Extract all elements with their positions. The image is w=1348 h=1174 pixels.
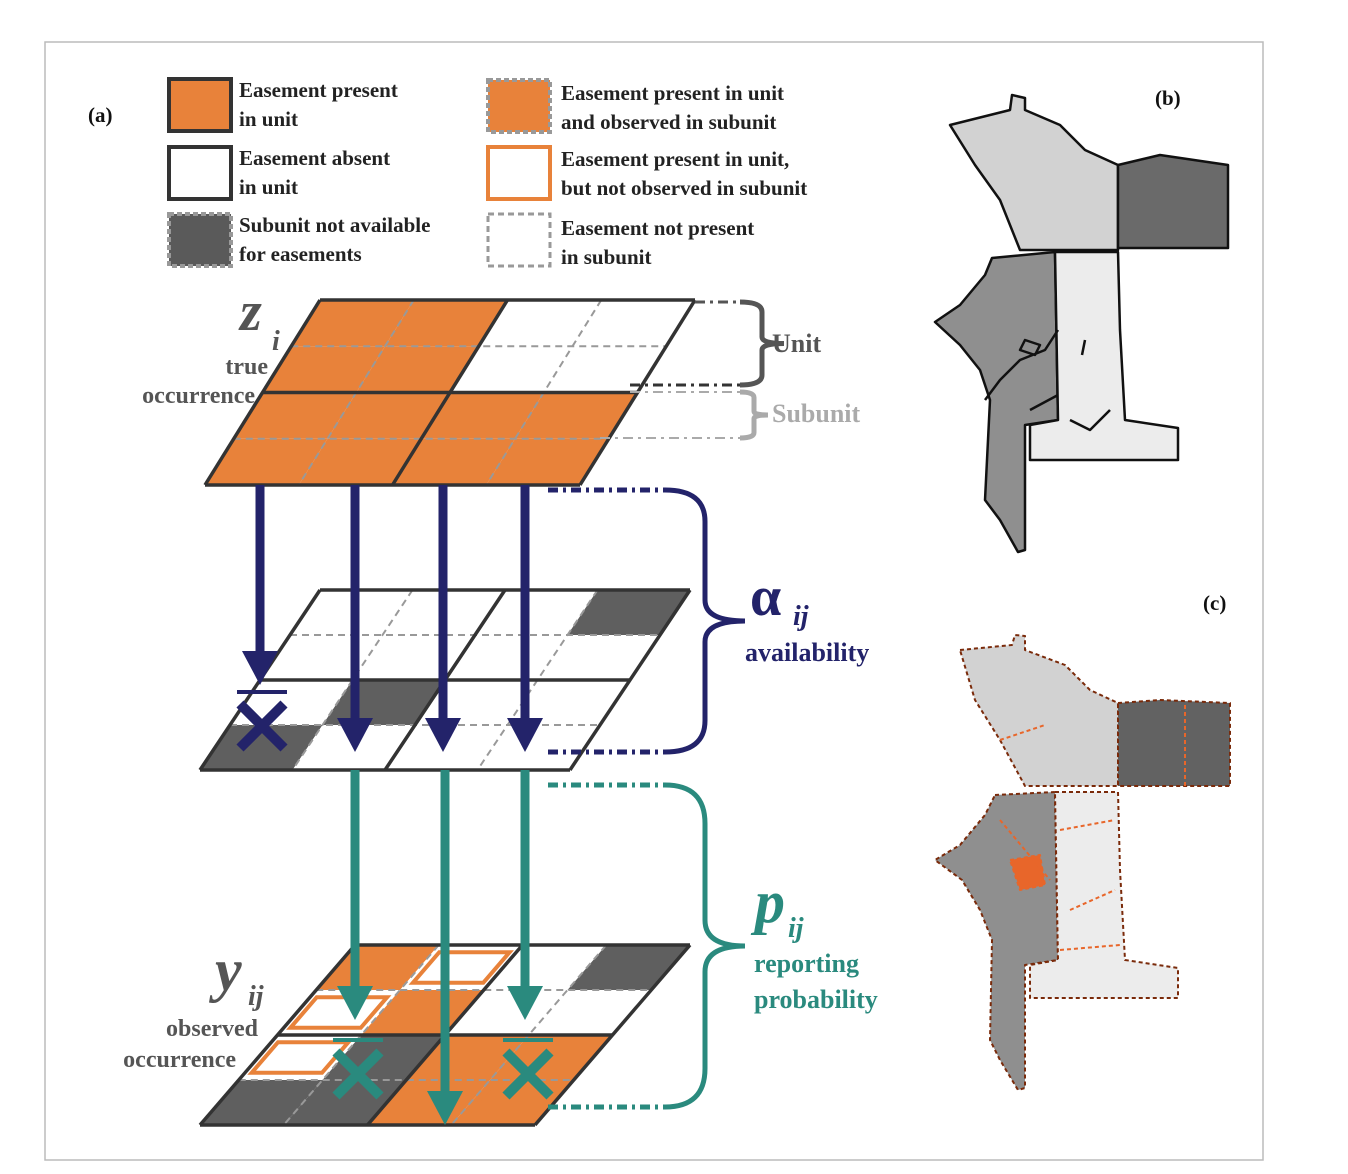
arrow-head [337,718,373,752]
map-c [934,634,1231,1091]
legend-text: for easements [239,242,362,266]
subscript: ij [788,913,804,944]
cell [200,725,323,770]
caption: reporting [754,949,859,978]
cross [236,700,288,752]
panel-label: (a) [88,103,113,127]
symbol: y [209,937,242,1003]
subunit-line [282,944,440,1126]
layers [198,298,785,1127]
brace [664,782,746,1110]
cell [205,438,328,485]
cell-outline [408,950,514,985]
legend: Easement present in unit Easement absent… [167,77,807,269]
cell [291,300,414,347]
arrow-head [507,986,543,1020]
caption: occurrence [123,1047,236,1073]
cell [515,392,638,439]
cell [507,680,630,725]
legend-text: in subunit [561,245,651,269]
legend-text: Easement present [239,78,398,102]
swatch [486,145,552,201]
cell [327,392,450,439]
brace [664,487,746,755]
swatch [486,78,552,134]
cell [486,438,609,485]
map-b [933,93,1230,554]
cell [385,725,508,770]
subscript: i [272,326,280,357]
unit-label: Unit [772,329,821,358]
cell [450,346,573,393]
cell [475,590,598,635]
cross [332,1048,384,1100]
caption: observed [166,1016,259,1042]
unit-line [533,943,692,1127]
cell [537,635,660,680]
cell [543,346,667,393]
legend-text: and observed in subunit [561,110,776,134]
cell [233,392,357,439]
brace [739,389,769,441]
arrow-head [337,986,373,1020]
arrow-head [425,718,461,752]
cell-outline [376,1085,482,1120]
cell-outline [247,1040,353,1075]
panel-label: (c) [1203,591,1226,615]
subunit-line [450,944,608,1126]
subscript: ij [248,981,264,1012]
subscript: ij [793,601,809,632]
arrow-head [242,651,278,685]
swatch [167,77,233,133]
legend-text: Easement present in unit [561,81,784,105]
caption: probability [754,985,878,1014]
legend-text: Easement present in unit, [561,147,789,171]
symbol: z [238,281,262,343]
legend-text: in unit [239,175,298,199]
cell [385,300,508,347]
symbol: α [750,566,781,628]
caption: availability [745,638,869,667]
swatch [486,212,552,268]
arrow-head [427,1091,463,1125]
cell [262,346,385,393]
cell [421,392,544,439]
caption: true [225,354,268,380]
cell [572,300,695,347]
cell [298,438,422,485]
legend-text: Subunit not available [239,213,430,237]
caption: occurrence [142,383,255,409]
brace [739,299,785,388]
legend-text: in unit [239,107,298,131]
cell [567,590,690,635]
arrow-head [507,718,543,752]
maps [933,93,1231,1091]
cell [478,300,602,347]
swatch [167,212,233,268]
cell [356,346,479,393]
legend-text: Easement absent [239,146,390,170]
cell [477,725,600,770]
legend-text: but not observed in subunit [561,176,807,200]
symbol: p [750,869,785,935]
cross [502,1048,554,1100]
subunit-label: Subunit [772,399,861,428]
unit-line [568,589,692,771]
cell [445,635,568,680]
panel-label: (b) [1155,86,1181,110]
cell [392,438,515,485]
legend-text: Easement not present [561,216,754,240]
swatch [167,145,233,201]
